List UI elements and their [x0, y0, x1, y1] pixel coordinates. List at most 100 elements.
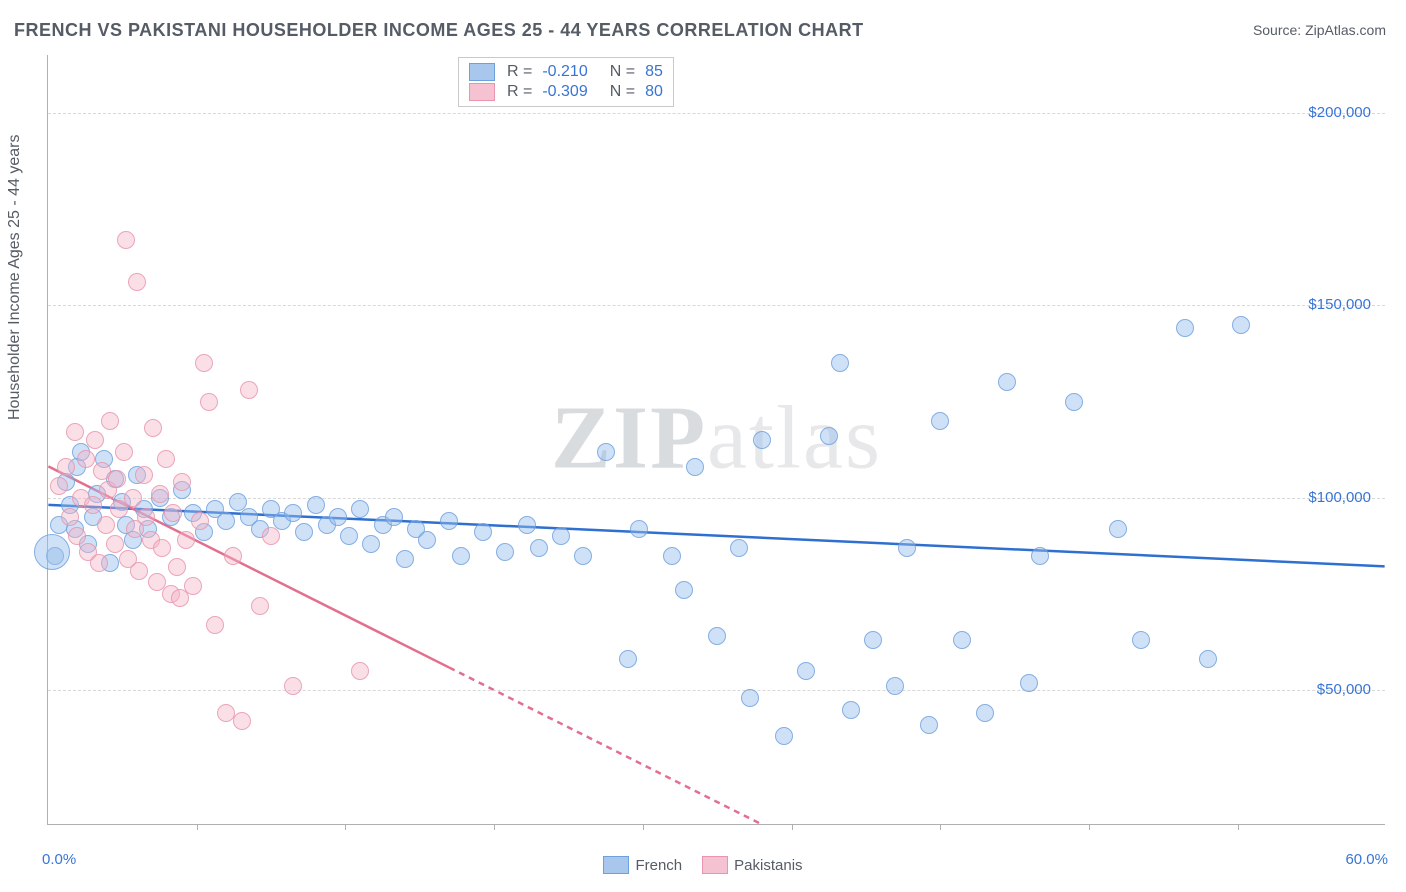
data-point	[57, 458, 75, 476]
stats-legend: R =-0.210N =85R =-0.309N =80	[458, 57, 674, 107]
x-axis-max-label: 60.0%	[1345, 851, 1388, 868]
chart-title: FRENCH VS PAKISTANI HOUSEHOLDER INCOME A…	[14, 20, 864, 41]
x-axis-min-label: 0.0%	[42, 851, 76, 868]
data-point	[340, 527, 358, 545]
data-point	[385, 508, 403, 526]
stat-n-label: N =	[610, 63, 635, 81]
data-point	[153, 539, 171, 557]
data-point	[233, 712, 251, 730]
data-point	[797, 662, 815, 680]
x-tick	[494, 824, 495, 830]
data-point	[157, 450, 175, 468]
data-point	[130, 562, 148, 580]
data-point	[206, 616, 224, 634]
data-point	[251, 597, 269, 615]
data-point	[97, 516, 115, 534]
data-point	[663, 547, 681, 565]
data-point	[619, 650, 637, 668]
data-point	[842, 701, 860, 719]
gridline	[48, 305, 1385, 306]
data-point	[920, 716, 938, 734]
stats-legend-row: R =-0.309N =80	[469, 82, 663, 102]
data-point	[775, 727, 793, 745]
stat-r-label: R =	[507, 63, 532, 81]
data-point	[1065, 393, 1083, 411]
data-point	[128, 273, 146, 291]
data-point	[898, 539, 916, 557]
data-point	[630, 520, 648, 538]
data-point	[820, 427, 838, 445]
data-point	[518, 516, 536, 534]
data-point	[730, 539, 748, 557]
data-point	[998, 373, 1016, 391]
data-point	[753, 431, 771, 449]
data-point	[831, 354, 849, 372]
data-point	[496, 543, 514, 561]
data-point	[229, 493, 247, 511]
y-axis-label: Householder Income Ages 25 - 44 years	[6, 135, 24, 421]
data-point	[101, 412, 119, 430]
data-point	[108, 470, 126, 488]
data-point	[953, 631, 971, 649]
data-point	[106, 535, 124, 553]
data-point	[886, 677, 904, 695]
data-point	[184, 577, 202, 595]
x-tick	[643, 824, 644, 830]
x-tick	[940, 824, 941, 830]
plot-area: ZIPatlas R =-0.210N =85R =-0.309N =80 $5…	[47, 55, 1385, 825]
y-tick-label: $50,000	[1317, 681, 1371, 698]
data-point	[200, 393, 218, 411]
data-point	[168, 558, 186, 576]
x-tick	[1238, 824, 1239, 830]
data-point	[124, 489, 142, 507]
x-tick	[197, 824, 198, 830]
data-point	[191, 512, 209, 530]
data-point	[240, 381, 258, 399]
gridline	[48, 498, 1385, 499]
data-point	[262, 527, 280, 545]
data-point	[307, 496, 325, 514]
data-point	[976, 704, 994, 722]
data-point	[284, 504, 302, 522]
data-point	[351, 500, 369, 518]
stat-r-value: -0.210	[542, 63, 587, 81]
data-point	[418, 531, 436, 549]
data-point	[164, 504, 182, 522]
data-point	[597, 443, 615, 461]
y-tick-label: $200,000	[1308, 104, 1371, 121]
legend-label: French	[635, 857, 682, 874]
y-tick-label: $100,000	[1308, 489, 1371, 506]
data-point	[931, 412, 949, 430]
data-point	[177, 531, 195, 549]
data-point	[66, 423, 84, 441]
data-point	[1232, 316, 1250, 334]
data-point	[708, 627, 726, 645]
data-point	[144, 419, 162, 437]
data-point	[86, 431, 104, 449]
data-point	[396, 550, 414, 568]
trend-lines	[48, 55, 1385, 824]
data-point	[34, 534, 70, 570]
data-point	[84, 496, 102, 514]
data-point	[530, 539, 548, 557]
swatch-icon	[469, 63, 495, 81]
data-point	[115, 443, 133, 461]
data-point	[284, 677, 302, 695]
data-point	[135, 466, 153, 484]
data-point	[452, 547, 470, 565]
data-point	[1031, 547, 1049, 565]
data-point	[686, 458, 704, 476]
data-point	[474, 523, 492, 541]
data-point	[1176, 319, 1194, 337]
data-point	[50, 477, 68, 495]
swatch-french	[603, 856, 629, 874]
x-tick	[1089, 824, 1090, 830]
legend-item-pakistanis: Pakistanis	[702, 856, 802, 874]
data-point	[741, 689, 759, 707]
data-point	[195, 354, 213, 372]
legend-item-french: French	[603, 856, 682, 874]
stat-r-value: -0.309	[542, 83, 587, 101]
data-point	[117, 231, 135, 249]
data-point	[1109, 520, 1127, 538]
data-point	[151, 485, 169, 503]
